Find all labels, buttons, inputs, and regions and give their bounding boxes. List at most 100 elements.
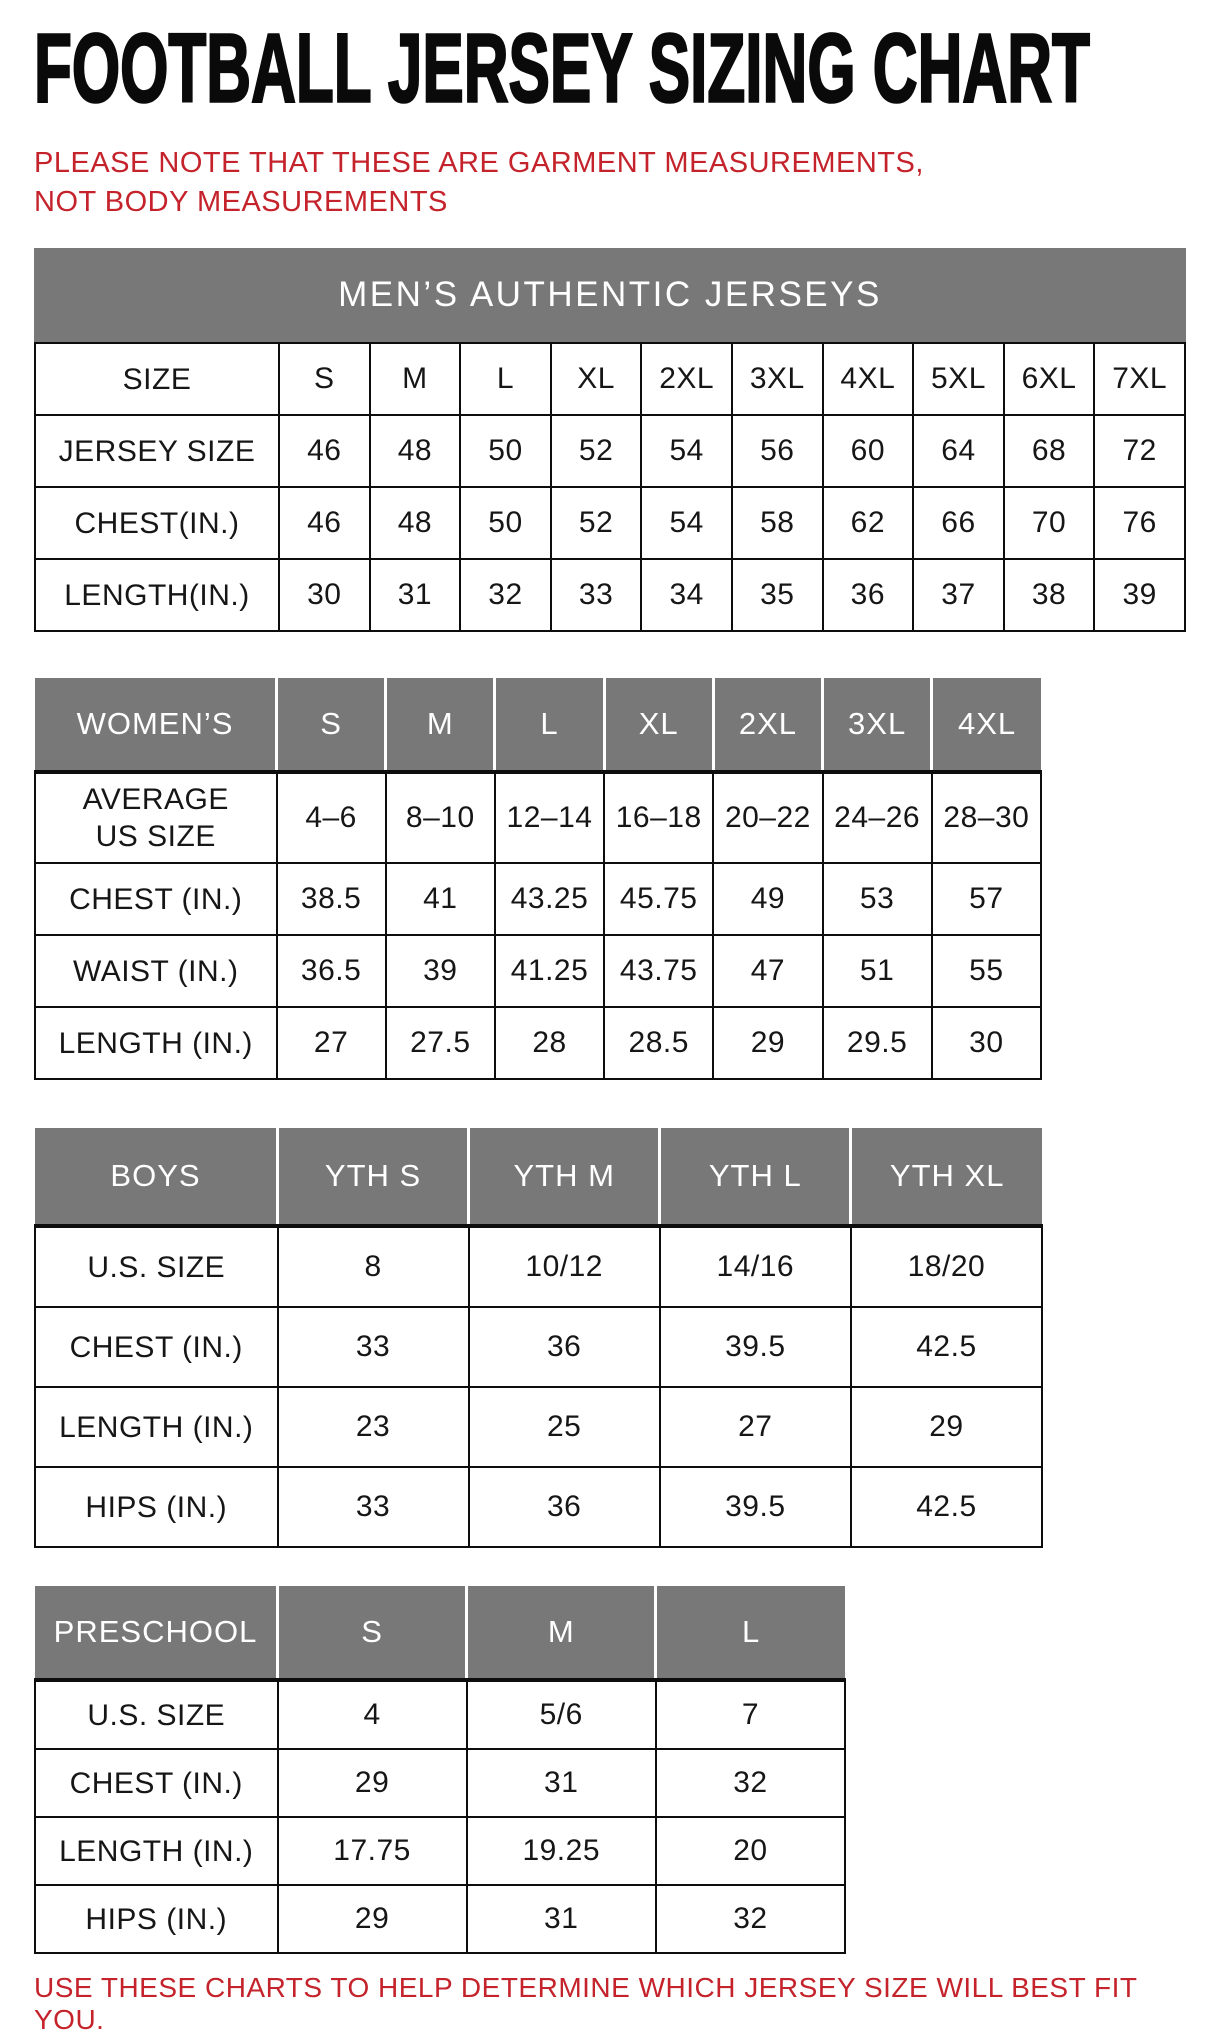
value-cell: 4–6	[275, 771, 387, 865]
row-label-cell: LENGTH (IN.)	[34, 1006, 278, 1081]
value-cell: 53	[821, 862, 933, 937]
value-cell: 47	[712, 934, 824, 1009]
value-cell: 29	[712, 1006, 824, 1081]
value-cell: 27	[275, 1006, 387, 1081]
value-cell: 38.5	[275, 862, 387, 937]
value-cell: 62	[821, 486, 915, 561]
value-cell: 4	[276, 1679, 468, 1751]
column-header-cell: L	[654, 1586, 845, 1683]
value-cell: S	[278, 342, 371, 417]
column-header-cell: M	[384, 678, 495, 775]
value-cell: 48	[368, 414, 462, 489]
value-cell: 27	[658, 1386, 852, 1469]
column-header-cell: S	[275, 1586, 467, 1683]
table-row: LENGTH (IN.) 27 27.5 28 28.5 29 29.5 30	[34, 1006, 1043, 1081]
value-cell: L	[459, 342, 552, 417]
value-cell: 35	[730, 558, 824, 633]
value-cell: 56	[730, 414, 824, 489]
value-cell: 39.5	[658, 1306, 852, 1389]
value-cell: 27.5	[384, 1006, 496, 1081]
value-cell: 2XL	[640, 342, 733, 417]
row-label-cell: JERSEY SIZE	[34, 414, 280, 489]
footer-note: USE THESE CHARTS TO HELP DETERMINE WHICH…	[34, 1972, 1137, 2036]
value-cell: 43.75	[603, 934, 715, 1009]
table-row: LENGTH (IN.) 23 25 27 29	[34, 1386, 1044, 1469]
table-row: HIPS (IN.) 33 36 39.5 42.5	[34, 1466, 1044, 1549]
value-cell: 14/16	[658, 1225, 852, 1309]
column-header-cell: 3XL	[821, 678, 932, 775]
row-label: LENGTH (IN.)	[59, 1410, 254, 1444]
value-cell: 8–10	[384, 771, 496, 865]
value-cell: 4XL	[821, 342, 915, 417]
row-label-cell: AVERAGE US SIZE	[34, 771, 278, 865]
row-label: LENGTH(IN.)	[64, 578, 250, 612]
womens-table-section: WOMEN’S S M L XL 2XL 3XL 4XL AVERAGE US SIZE 4–6 8…	[34, 678, 1186, 1081]
value-cell: 29	[849, 1386, 1044, 1469]
boys-size-table: BOYS YTH S YTH M YTH L YTH XL U.S. SIZE 8 10/12…	[34, 1128, 1044, 1549]
mens-table: SIZE S M L XL 2XL 3XL 4XL 5XL 6XL 7XL JERSEY SIZE 46…	[34, 342, 1186, 633]
value-cell: 36	[821, 558, 915, 633]
row-label: WAIST (IN.)	[73, 954, 239, 988]
table-row: AVERAGE US SIZE 4–6 8–10 12–14 16–18 20–22 24–…	[34, 771, 1043, 865]
table-row: LENGTH (IN.) 17.75 19.25 20	[34, 1816, 847, 1887]
column-header-cell: YTH L	[658, 1128, 851, 1229]
table-row: LENGTH(IN.) 30 31 32 33 34 35 36 37 38 39	[34, 558, 1186, 633]
value-cell: 12–14	[493, 771, 606, 865]
table-row: U.S. SIZE 8 10/12 14/16 18/20	[34, 1225, 1044, 1309]
value-cell: 19.25	[465, 1816, 657, 1887]
value-cell: 58	[730, 486, 824, 561]
row-label: JERSEY SIZE	[58, 434, 256, 468]
value-cell: 32	[459, 558, 552, 633]
row-label-cell: CHEST (IN.)	[34, 1306, 279, 1389]
value-cell: 55	[930, 934, 1043, 1009]
column-header-cell: 2XL	[711, 678, 823, 775]
womens-table: WOMEN’S S M L XL 2XL 3XL 4XL AVERAGE US SIZE 4–6 8…	[34, 678, 1186, 1081]
value-cell: 31	[368, 558, 462, 633]
value-cell: 30	[930, 1006, 1043, 1081]
row-label: CHEST (IN.)	[69, 882, 243, 916]
value-cell: 17.75	[276, 1816, 468, 1887]
value-cell: 54	[640, 414, 733, 489]
garment-measurements-note: PLEASE NOTE THAT THESE ARE GARMENT MEASU…	[34, 147, 924, 219]
row-label: SIZE	[122, 362, 192, 396]
value-cell: 45.75	[603, 862, 715, 937]
value-cell: 50	[459, 486, 552, 561]
table-row: CHEST(IN.) 46 48 50 52 54 58 62 66 70 76	[34, 486, 1186, 561]
header-row: WOMEN’S S M L XL 2XL 3XL 4XL	[35, 678, 1041, 775]
value-cell: 38	[1002, 558, 1096, 633]
value-cell: 41	[384, 862, 496, 937]
column-header-cell: 4XL	[930, 678, 1041, 775]
value-cell: 28	[493, 1006, 606, 1081]
value-cell: 72	[1093, 414, 1186, 489]
value-cell: 24–26	[821, 771, 933, 865]
value-cell: 31	[465, 1884, 657, 1955]
value-cell: 76	[1093, 486, 1186, 561]
value-cell: 54	[640, 486, 733, 561]
column-header-cell: YTH S	[275, 1128, 469, 1229]
mens-size-table: SIZE S M L XL 2XL 3XL 4XL 5XL 6XL 7XL JERSEY SIZE 46…	[34, 342, 1186, 633]
table-row: SIZE S M L XL 2XL 3XL 4XL 5XL 6XL 7XL	[34, 342, 1186, 417]
womens-size-table: WOMEN’S S M L XL 2XL 3XL 4XL AVERAGE US SIZE 4–6 8…	[34, 678, 1043, 1081]
table-row: CHEST (IN.) 38.5 41 43.25 45.75 49 53 57	[34, 862, 1043, 937]
header-row: PRESCHOOL S M L	[35, 1586, 845, 1683]
value-cell: 33	[276, 1466, 470, 1549]
row-label: U.S. SIZE	[87, 1698, 226, 1732]
column-header-cell: YTH XL	[849, 1128, 1042, 1229]
value-cell: M	[368, 342, 462, 417]
value-cell: 28.5	[603, 1006, 715, 1081]
table-row: HIPS (IN.) 29 31 32	[34, 1884, 847, 1955]
value-cell: 46	[278, 414, 371, 489]
value-cell: 42.5	[849, 1466, 1044, 1549]
value-cell: 5XL	[912, 342, 1005, 417]
value-cell: XL	[549, 342, 643, 417]
row-label-cell: CHEST (IN.)	[34, 1748, 279, 1819]
value-cell: 10/12	[467, 1225, 661, 1309]
row-label-cell: SIZE	[34, 342, 280, 417]
column-header-cell: M	[465, 1586, 656, 1683]
table-row: CHEST (IN.) 33 36 39.5 42.5	[34, 1306, 1044, 1389]
value-cell: 34	[640, 558, 733, 633]
value-cell: 36	[467, 1466, 661, 1549]
header-row: BOYS YTH S YTH M YTH L YTH XL	[35, 1128, 1042, 1229]
column-header-cell: BOYS	[35, 1128, 278, 1229]
value-cell: 70	[1002, 486, 1096, 561]
